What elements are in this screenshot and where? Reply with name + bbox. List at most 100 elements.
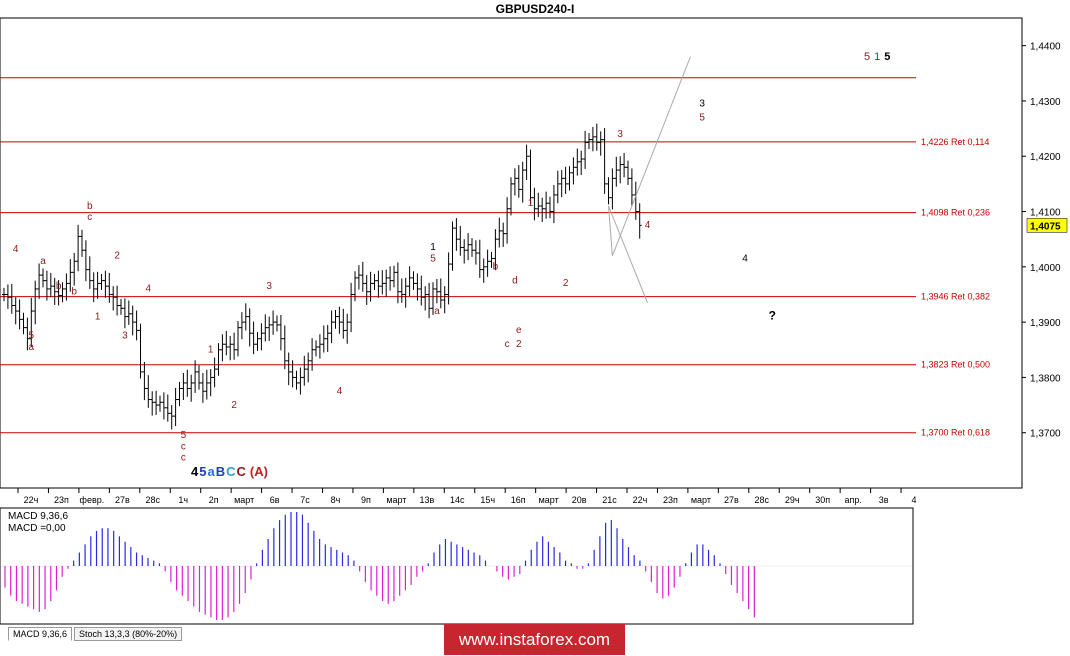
wave-label: a bbox=[29, 342, 35, 353]
wave-label: C bbox=[236, 464, 246, 479]
x-tick-label: 29ч bbox=[785, 495, 800, 505]
macd-histogram bbox=[1, 512, 912, 620]
forecast-main-line bbox=[608, 56, 691, 256]
wave-label: 3 bbox=[122, 331, 128, 342]
wave-label-group: 45aBCC (A) bbox=[191, 464, 268, 479]
wave-label: 4 bbox=[645, 220, 651, 231]
wave-label: 4 bbox=[146, 284, 152, 295]
x-tick-label: 16п bbox=[511, 495, 526, 505]
x-tick-label: 4 bbox=[912, 495, 917, 505]
watermark-link[interactable]: www.instaforex.com bbox=[444, 624, 625, 655]
wave-label: d bbox=[512, 275, 518, 286]
wave-label: 2 bbox=[516, 339, 522, 350]
price-bars bbox=[2, 123, 642, 430]
wave-label: (A) bbox=[250, 464, 268, 479]
indicator-tab[interactable]: Stoch 13,3,3 (80%-20%) bbox=[74, 627, 183, 641]
wave-label: 2 bbox=[563, 278, 569, 289]
x-tick-label: 2п bbox=[209, 495, 219, 505]
current-price-box bbox=[1026, 218, 1068, 233]
chart-title: GBPUSD240-I bbox=[496, 2, 575, 16]
time-axis: 22ч 23п февр. 27в 28с 1ч 2п март 6в 7с 8ч 9п март 13в… bbox=[17, 488, 917, 505]
x-tick-label: 20в bbox=[572, 495, 587, 505]
x-tick-label: апр. bbox=[844, 495, 861, 505]
x-tick-label: 8ч bbox=[331, 495, 341, 505]
fib-label: 1,3946 Ret 0,382 bbox=[921, 292, 990, 302]
wave-label: 2 bbox=[231, 400, 237, 411]
x-tick-label: 13в bbox=[419, 495, 434, 505]
wave-label: c bbox=[181, 441, 186, 452]
forecast-path bbox=[608, 56, 691, 303]
y-tick-label: 1,4400 bbox=[1030, 42, 1061, 53]
wave-label: 1 bbox=[874, 51, 880, 63]
x-tick-label: 28с bbox=[755, 495, 770, 505]
wave-label: 3 bbox=[617, 129, 623, 140]
wave-label: b bbox=[56, 281, 62, 292]
wave-label: b bbox=[87, 201, 93, 212]
x-tick-label: 23п bbox=[663, 495, 678, 505]
wave-label: 5 bbox=[29, 331, 35, 342]
wave-label: b bbox=[71, 286, 77, 297]
wave-label: ? bbox=[769, 308, 776, 322]
fib-label: 1,4226 Ret 0,114 bbox=[921, 137, 989, 147]
y-tick-label: 1,3700 bbox=[1030, 429, 1061, 440]
macd-value: MACD =0,00 bbox=[8, 523, 66, 534]
fib-label: 1,3700 Ret 0,618 bbox=[921, 428, 990, 438]
x-tick-label: 30п bbox=[815, 495, 830, 505]
wave-label: 4 bbox=[337, 386, 343, 397]
x-tick-label: 27в bbox=[724, 495, 739, 505]
wave-label: c bbox=[181, 452, 186, 463]
wave-label: 1 bbox=[208, 345, 214, 356]
wave-label: a bbox=[40, 256, 46, 267]
wave-label: c bbox=[505, 339, 510, 350]
forecast-alt-line bbox=[608, 205, 648, 303]
indicator-tab[interactable]: MACD 9,36,6 bbox=[8, 627, 73, 641]
macd-title: MACD 9,36,6 bbox=[8, 511, 68, 522]
x-tick-label: 22ч bbox=[633, 495, 648, 505]
x-tick-label: март bbox=[539, 495, 559, 505]
x-tick-label: март bbox=[386, 495, 406, 505]
wave-label: e bbox=[516, 325, 522, 336]
wave-label: 4 bbox=[742, 253, 748, 264]
wave-label: a bbox=[207, 464, 215, 479]
wave-label: C bbox=[226, 464, 236, 479]
wave-label: b bbox=[493, 262, 499, 273]
x-tick-label: 15ч bbox=[480, 495, 495, 505]
wave-labels: 45aabbbc1234125cc3415abcde21234354?45aBC… bbox=[13, 51, 890, 479]
y-tick-label: 1,4300 bbox=[1030, 97, 1061, 108]
wave-label: 5 bbox=[199, 464, 206, 479]
x-tick-label: 28с bbox=[146, 495, 161, 505]
y-tick-label: 1,3800 bbox=[1030, 373, 1061, 384]
y-tick-label: 1,4000 bbox=[1030, 263, 1061, 274]
wave-label: 4 bbox=[13, 244, 19, 255]
x-tick-label: 6в bbox=[270, 495, 280, 505]
wave-label: 1 bbox=[430, 242, 436, 253]
price-axis: 1,4400 1,4300 1,4200 1,4100 1,4000 1,3900 1,38… bbox=[1022, 42, 1068, 440]
fib-label: 1,4098 Ret 0,236 bbox=[921, 208, 990, 218]
x-tick-label: февр. bbox=[80, 495, 105, 505]
wave-label: 3 bbox=[266, 281, 272, 292]
macd-value-label: MACD =0,00 bbox=[8, 523, 66, 534]
fib-levels: 1,4226 Ret 0,114 1,4098 Ret 0,236 1,3946 R… bbox=[0, 77, 990, 438]
x-tick-label: 23п bbox=[54, 495, 69, 505]
wave-label: B bbox=[216, 464, 225, 479]
wave-label: 5 bbox=[864, 51, 870, 63]
y-tick-label: 1,3900 bbox=[1030, 318, 1061, 329]
x-tick-label: март bbox=[234, 495, 254, 505]
y-tick-label: 1,4100 bbox=[1030, 208, 1061, 219]
wave-label: 1 bbox=[528, 198, 534, 209]
wave-label: 5 bbox=[181, 430, 187, 441]
wave-label: 5 bbox=[699, 112, 705, 123]
wave-label: a bbox=[434, 306, 440, 317]
x-tick-label: 21с bbox=[602, 495, 617, 505]
wave-label: 5 bbox=[430, 253, 436, 264]
x-tick-label: 1ч bbox=[178, 495, 188, 505]
indicator-tabs: MACD 9,36,6 Stoch 13,3,3 (80%-20%) bbox=[8, 627, 184, 641]
wave-label: 3 bbox=[699, 98, 705, 109]
x-tick-label: 7с bbox=[300, 495, 310, 505]
wave-label: c bbox=[87, 212, 92, 223]
wave-label: 5 bbox=[884, 51, 890, 63]
x-tick-label: 27в bbox=[115, 495, 130, 505]
price-chart-frame bbox=[0, 17, 1023, 489]
